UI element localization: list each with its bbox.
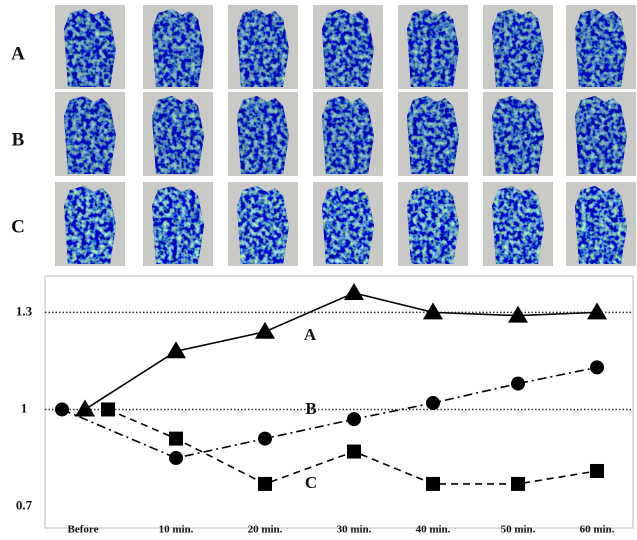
x-tick-label: 10 min.	[159, 524, 194, 536]
row-label: C	[11, 216, 25, 237]
x-tick-label: Before	[68, 524, 99, 536]
hand-texture	[407, 186, 459, 264]
hand-texture	[492, 96, 544, 174]
hand-image	[575, 186, 627, 264]
series-label: C	[305, 473, 317, 492]
marker	[587, 302, 607, 320]
divider	[134, 0, 140, 275]
marker	[166, 341, 186, 359]
x-tick-label: 60 min.	[580, 524, 615, 536]
hand-image	[64, 96, 116, 174]
y-tick-label: 1.3	[16, 303, 33, 318]
hand-texture	[237, 9, 289, 87]
series-label: A	[304, 325, 317, 344]
hand-image	[407, 186, 459, 264]
marker	[347, 412, 361, 427]
hand-texture	[575, 9, 627, 87]
hand-texture	[575, 96, 627, 174]
hand-texture	[237, 186, 289, 264]
thermal-images	[55, 0, 636, 275]
marker	[511, 476, 525, 491]
hand-image	[64, 9, 116, 87]
hand-texture	[407, 9, 459, 87]
marker	[426, 396, 440, 410]
series-label: B	[305, 399, 316, 418]
y-tick-label: 1	[21, 400, 28, 415]
marker	[258, 476, 272, 491]
marker	[344, 282, 364, 300]
hand-image	[407, 96, 459, 174]
row-label: A	[11, 43, 25, 64]
hand-image	[575, 96, 627, 174]
hand-texture	[575, 186, 627, 264]
marker	[75, 399, 95, 417]
hand-texture	[152, 9, 204, 87]
marker	[255, 321, 275, 339]
marker	[55, 402, 69, 417]
hand-image	[152, 186, 204, 264]
marker	[511, 376, 525, 391]
hand-texture	[492, 186, 544, 264]
hand-texture	[237, 96, 289, 174]
marker	[426, 476, 440, 491]
row-label: B	[12, 129, 25, 150]
hand-image	[492, 9, 544, 87]
x-tick-label: 30 min.	[337, 524, 372, 536]
marker	[508, 305, 528, 323]
y-tick-label: 0.7	[16, 498, 33, 513]
hand-image	[492, 186, 544, 264]
x-tick-label: 40 min.	[416, 524, 451, 536]
plot-frame	[44, 275, 634, 529]
x-tick-label: 50 min.	[501, 524, 536, 536]
hand-image	[237, 9, 289, 87]
hand-image	[152, 9, 204, 87]
hand-image	[322, 9, 374, 87]
hand-texture	[64, 186, 116, 264]
marker	[590, 360, 604, 375]
hand-image	[64, 186, 116, 264]
chart: 0.7 1 1.3 Before 10 min. 20 min. 30 min. 40 min…	[16, 282, 633, 536]
hand-texture	[322, 96, 374, 174]
hand-image	[407, 9, 459, 87]
hand-texture	[492, 9, 544, 87]
hand-image	[237, 186, 289, 264]
hand-texture	[407, 96, 459, 174]
hand-texture	[322, 9, 374, 87]
hand-image	[237, 96, 289, 174]
hand-texture	[64, 96, 116, 174]
marker	[347, 444, 361, 459]
hand-image	[322, 96, 374, 174]
hand-texture	[322, 186, 374, 264]
marker	[258, 431, 272, 446]
marker	[101, 402, 115, 417]
hand-texture	[152, 186, 204, 264]
marker	[169, 451, 183, 466]
hand-texture	[64, 9, 116, 87]
hand-texture	[152, 96, 204, 174]
marker	[169, 431, 183, 446]
marker	[423, 302, 443, 320]
hand-image	[322, 186, 374, 264]
marker	[590, 463, 604, 478]
hand-image	[575, 9, 627, 87]
hand-image	[492, 96, 544, 174]
hand-image	[152, 96, 204, 174]
x-tick-label: 20 min.	[248, 524, 283, 536]
